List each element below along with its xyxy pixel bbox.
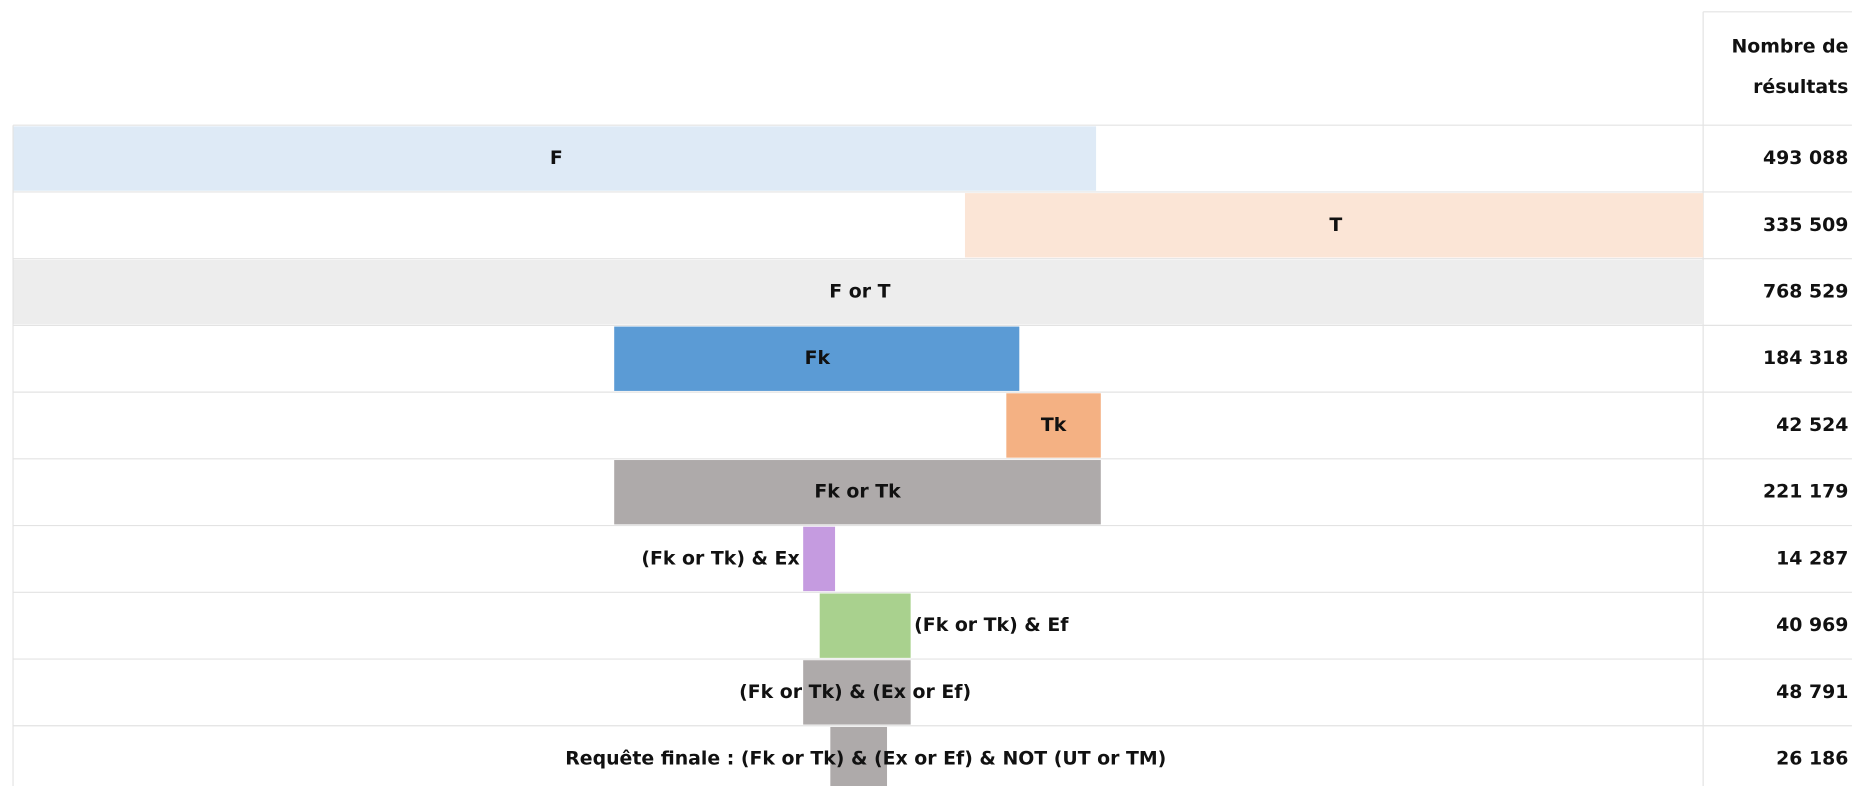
column-header: Nombre de [1731, 36, 1848, 58]
row-label: T [1329, 214, 1342, 236]
row-count: 26 186 [1776, 748, 1848, 770]
row-label: (Fk or Tk) & Ex [641, 547, 799, 569]
row-label: (Fk or Tk) & (Ex or Ef) [739, 681, 971, 703]
row-count: 40 969 [1776, 614, 1848, 636]
bar [964, 193, 1704, 258]
row-count: 221 179 [1763, 481, 1848, 503]
bar [614, 460, 1101, 525]
row-count: 493 088 [1763, 147, 1848, 169]
row-count: 48 791 [1776, 681, 1848, 703]
bar [819, 593, 911, 658]
bar [803, 660, 911, 725]
bar [803, 526, 836, 592]
bar [614, 326, 1020, 391]
row-label: F or T [829, 281, 890, 303]
row-count: 184 318 [1763, 347, 1848, 369]
row-count: 14 287 [1776, 547, 1848, 569]
bar [13, 126, 1097, 191]
row-label: Fk or Tk [814, 481, 901, 503]
row-count: 335 509 [1763, 214, 1848, 236]
row-count: 768 529 [1763, 281, 1848, 303]
row-label: (Fk or Tk) & Ef [914, 614, 1069, 636]
bar [1006, 393, 1101, 458]
bar [13, 259, 1704, 325]
row-label: Tk [1041, 414, 1067, 436]
rows: F 493 088 T 335 509 F or T 768 529 Fk 184 318 Tk… [12, 124, 1852, 786]
row-label: Requête finale : (Fk or Tk) & (Ex or Ef)… [565, 748, 1166, 770]
column-header: résultats [1753, 76, 1848, 98]
bar [830, 726, 888, 786]
row-label: F [550, 147, 563, 169]
row-label: Fk [805, 347, 831, 369]
row-count: 42 524 [1776, 414, 1848, 436]
